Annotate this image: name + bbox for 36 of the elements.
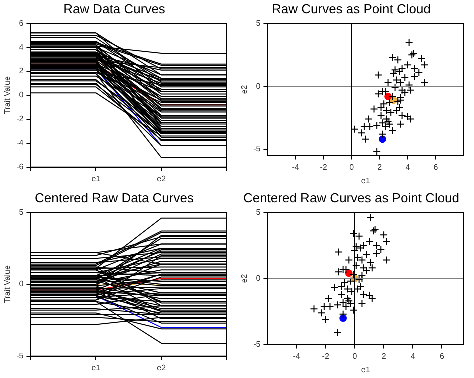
y-tick-label: 0 [256,274,262,283]
chart-title: Raw Data Curves [64,1,166,16]
y-tick-label: -5 [254,340,262,350]
y-axis-title: e2 [240,84,250,94]
chart-title: Raw Curves as Point Cloud [272,1,431,16]
y-tick-label: 0 [256,82,262,91]
y-tick-label: 5 [256,18,262,28]
y-tick-label: 6 [19,18,24,28]
x-tick-label: 0 [352,352,358,361]
chart-title: Centered Raw Curves as Point Cloud [243,190,460,206]
x-tick-label: -2 [320,162,328,172]
x-tick-label: -4 [293,352,301,361]
y-tick-label: -5 [254,144,262,154]
y-tick-label: 4 [19,42,24,52]
y-tick-label: 5 [19,208,24,217]
y-tick-label: -5 [16,352,24,361]
y-axis-title: e2 [240,274,250,284]
chart-title: Centered Raw Data Curves [35,190,194,206]
x-tick-label: 2 [378,162,383,172]
y-tick-label: -2 [16,114,24,124]
y-axis-title: Trait Value [3,265,12,304]
x-tick-label: 0 [350,162,355,172]
x-tick-label: 6 [440,352,445,361]
y-tick-label: 5 [256,208,262,217]
y-tick-label: 2 [19,66,24,76]
y-tick-label: 0 [19,280,24,289]
x-tick-label: -2 [322,352,330,361]
x-tick-label: 4 [406,162,411,172]
y-tick-label: -4 [16,138,24,148]
x-tick-label: -4 [292,162,300,172]
x-tick-label: 6 [434,162,439,172]
y-tick-label: 0 [19,90,24,100]
x-tick-label: 4 [410,352,416,361]
y-tick-label: -6 [16,162,24,172]
y-axis-title: Trait Value [3,76,12,114]
x-tick-label: 2 [382,352,387,361]
